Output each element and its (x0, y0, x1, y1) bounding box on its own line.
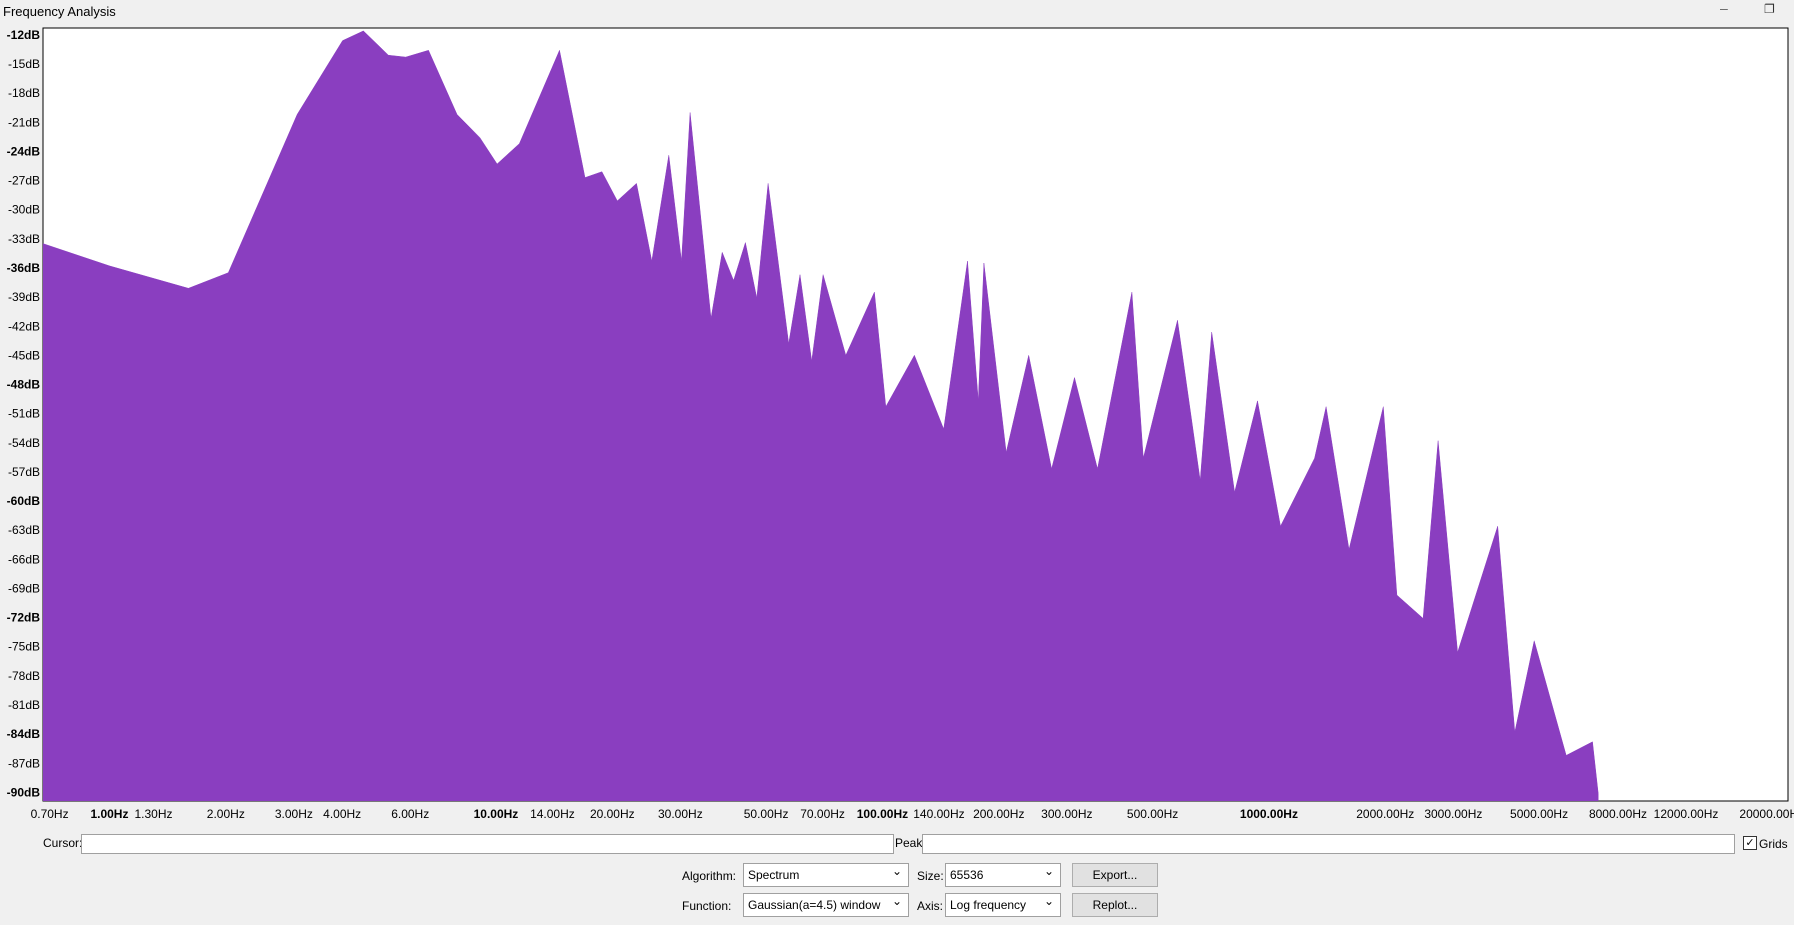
y-tick-label: -57dB (8, 465, 40, 479)
y-tick-label: -21dB (8, 115, 40, 129)
x-tick-label: 3.00Hz (275, 807, 313, 821)
x-tick-label: 12000.00Hz (1654, 807, 1719, 821)
algorithm-dropdown[interactable]: Spectrum (743, 863, 909, 887)
y-tick-label: -15dB (8, 57, 40, 71)
y-tick-label: -72dB (7, 611, 41, 625)
x-tick-label: 0.70Hz (31, 807, 69, 821)
x-tick-label: 2.00Hz (207, 807, 245, 821)
x-tick-label: 6.00Hz (391, 807, 429, 821)
y-tick-label: -60dB (7, 494, 41, 508)
export-button[interactable]: Export... (1072, 863, 1158, 887)
algorithm-value: Spectrum (748, 868, 800, 882)
x-tick-label: 1000.00Hz (1240, 807, 1298, 821)
x-tick-label: 3000.00Hz (1424, 807, 1482, 821)
y-tick-label: -63dB (8, 523, 40, 537)
y-tick-label: -51dB (8, 407, 40, 421)
y-tick-label: -27dB (8, 174, 40, 188)
y-tick-label: -54dB (8, 436, 40, 450)
x-tick-label: 1.30Hz (134, 807, 172, 821)
y-tick-label: -39dB (8, 290, 40, 304)
x-tick-label: 4.00Hz (323, 807, 361, 821)
size-dropdown[interactable]: 65536 (945, 863, 1061, 887)
y-tick-label: -33dB (8, 232, 40, 246)
function-value: Gaussian(a=4.5) window (748, 898, 881, 912)
y-tick-label: -90dB (7, 785, 41, 799)
window-title: Frequency Analysis (3, 4, 116, 19)
y-tick-label: -45dB (8, 348, 40, 362)
x-tick-label: 1.00Hz (90, 807, 128, 821)
x-tick-label: 200.00Hz (973, 807, 1024, 821)
x-tick-label: 50.00Hz (744, 807, 789, 821)
y-tick-label: -75dB (8, 640, 40, 654)
peak-field (922, 834, 1735, 854)
y-tick-label: -87dB (8, 756, 40, 770)
grids-label: Grids (1759, 837, 1788, 851)
x-tick-label: 70.00Hz (800, 807, 845, 821)
function-dropdown[interactable]: Gaussian(a=4.5) window (743, 893, 909, 917)
y-tick-label: -30dB (8, 203, 40, 217)
y-tick-label: -36dB (7, 261, 41, 275)
y-tick-label: -69dB (8, 581, 40, 595)
grids-checkbox[interactable]: ✓ (1743, 836, 1757, 850)
axis-label: Axis: (917, 899, 944, 913)
y-tick-label: -78dB (8, 669, 40, 683)
axis-dropdown[interactable]: Log frequency (945, 893, 1061, 917)
axis-value: Log frequency (950, 898, 1027, 912)
x-tick-label: 2000.00Hz (1356, 807, 1414, 821)
spectrum-area (43, 30, 1599, 801)
restore-button[interactable]: ❐ (1764, 2, 1775, 16)
x-tick-label: 20.00Hz (590, 807, 635, 821)
peak-label: Peak: (895, 836, 926, 850)
size-label: Size: (917, 869, 944, 883)
x-tick-label: 20000.00Hz (1739, 807, 1794, 821)
y-tick-label: -24dB (7, 144, 41, 158)
cursor-field (81, 834, 894, 854)
y-tick-label: -66dB (8, 552, 40, 566)
replot-button[interactable]: Replot... (1072, 893, 1158, 917)
algorithm-label: Algorithm: (682, 869, 737, 883)
x-tick-label: 300.00Hz (1041, 807, 1092, 821)
y-tick-label: -84dB (7, 727, 41, 741)
y-tick-label: -81dB (8, 698, 40, 712)
x-tick-label: 8000.00Hz (1589, 807, 1647, 821)
x-tick-label: 10.00Hz (474, 807, 519, 821)
x-tick-label: 140.00Hz (913, 807, 964, 821)
y-tick-label: -42dB (8, 319, 40, 333)
cursor-label: Cursor: (43, 836, 83, 850)
x-tick-label: 14.00Hz (530, 807, 575, 821)
x-tick-label: 5000.00Hz (1510, 807, 1568, 821)
spectrum-chart: -12dB -15dB -18dB -21dB -24dB -27dB -30dB -33dB… (7, 27, 1794, 821)
size-value: 65536 (950, 868, 984, 882)
x-tick-label: 100.00Hz (857, 807, 908, 821)
x-tick-label: 30.00Hz (658, 807, 703, 821)
minimize-button[interactable]: – (1720, 0, 1728, 16)
x-tick-label: 500.00Hz (1127, 807, 1178, 821)
y-tick-label: -18dB (8, 86, 40, 100)
y-tick-label: -48dB (7, 378, 41, 392)
y-tick-label: -12dB (7, 28, 41, 42)
function-label: Function: (682, 899, 732, 913)
